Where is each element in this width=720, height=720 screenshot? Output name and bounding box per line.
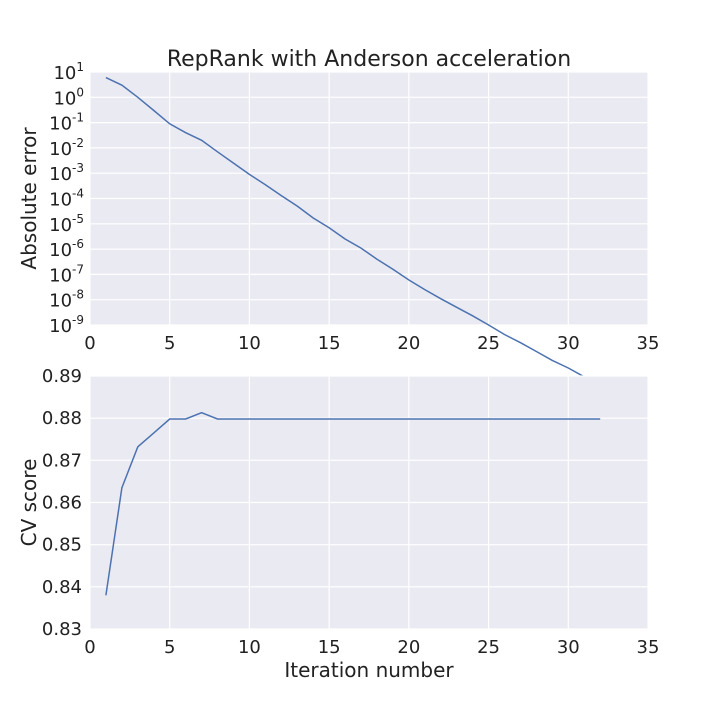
cv-grid (89, 375, 649, 630)
y-tick-label: 10-6 (49, 237, 84, 261)
x-tick-label: 0 (84, 333, 95, 354)
x-tick-label: 0 (84, 637, 95, 658)
x-tick-label: 20 (397, 637, 420, 658)
x-tick-label: 20 (397, 333, 420, 354)
cv-y-tick-labels: 0.83 0.84 0.85 0.86 0.87 0.88 0.89 (42, 366, 82, 640)
x-tick-label: 35 (637, 637, 660, 658)
y-tick-label: 0.87 (42, 450, 82, 471)
x-tick-label: 5 (164, 333, 175, 354)
cv-x-tick-labels: 0 5 10 15 20 25 30 35 (84, 637, 659, 658)
y-tick-label: 0.89 (42, 366, 82, 387)
chart-title: RepRank with Anderson acceleration (167, 47, 571, 72)
cv-series-line (105, 411, 601, 596)
y-tick-label: 10-2 (49, 136, 84, 160)
y-tick-label: 10-4 (49, 187, 84, 211)
x-axis-label: Iteration number (284, 658, 454, 682)
y-tick-label: 10-7 (49, 262, 84, 286)
y-tick-label: 0.86 (42, 493, 82, 514)
y-tick-label: 0.83 (42, 619, 82, 640)
y-tick-label: 10-9 (49, 313, 84, 337)
y-tick-label: 10-8 (49, 288, 84, 312)
x-tick-label: 30 (557, 333, 580, 354)
y-tick-label: 0.88 (42, 408, 82, 429)
x-tick-label: 5 (164, 637, 175, 658)
x-tick-label: 35 (637, 333, 660, 354)
error-y-tick-labels: 10110010-110-210-310-410-510-610-710-810… (49, 60, 84, 337)
y-tick-label: 0.84 (42, 577, 82, 598)
x-tick-label: 25 (477, 637, 500, 658)
y-tick-label: 10-1 (49, 111, 84, 135)
x-tick-label: 30 (557, 637, 580, 658)
error-panel: RepRank with Anderson acceleration 0 5 10 1… (17, 47, 659, 388)
error-series-line (105, 76, 601, 388)
y-tick-label: 10-5 (49, 212, 84, 236)
error-y-axis-label: Absolute error (17, 127, 41, 270)
x-tick-label: 10 (238, 333, 261, 354)
error-x-tick-labels: 0 5 10 15 20 25 30 35 (84, 333, 659, 354)
cv-y-axis-label: CV score (17, 459, 41, 547)
x-tick-label: 10 (238, 637, 261, 658)
cv-panel: 0 5 10 15 20 25 30 35 0.830.840.850.860.870.880… (17, 366, 659, 682)
x-tick-label: 25 (477, 333, 500, 354)
y-tick-label: 100 (53, 85, 84, 109)
x-tick-label: 15 (318, 637, 341, 658)
y-tick-label: 0.85 (42, 535, 82, 556)
x-tick-label: 15 (318, 333, 341, 354)
y-tick-label: 10-3 (49, 161, 84, 185)
y-tick-label: 101 (53, 60, 84, 84)
error-grid (89, 71, 649, 326)
